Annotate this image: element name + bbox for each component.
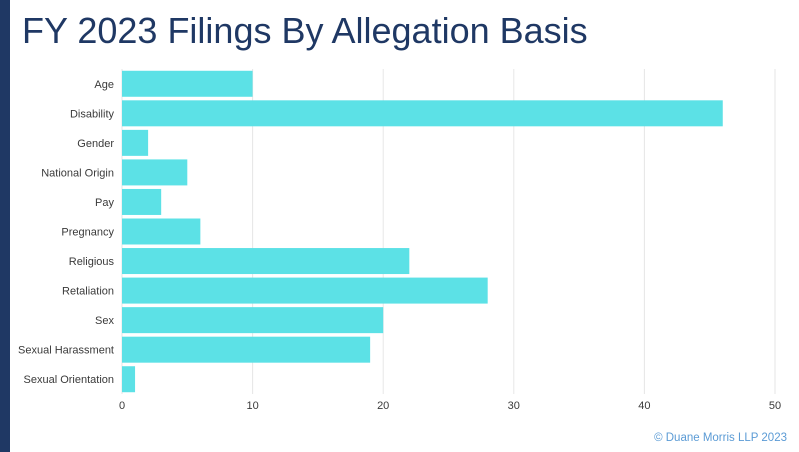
bar [122, 366, 136, 393]
category-label: Age [94, 79, 114, 91]
category-label: National Origin [41, 167, 114, 179]
accent-band [0, 0, 10, 452]
category-label: Retaliation [62, 286, 114, 298]
x-tick-labels: 0 10 20 30 40 50 [119, 400, 781, 412]
category-label: Sex [95, 315, 114, 327]
bar [122, 188, 162, 215]
bar [122, 336, 371, 363]
category-label: Gender [77, 138, 114, 150]
category-label: Sexual Orientation [24, 374, 115, 386]
bar [122, 277, 488, 304]
bar [122, 248, 410, 275]
category-label: Religious [69, 256, 115, 268]
category-label: Pay [95, 197, 114, 209]
category-labels: Age Disability Gender National Origin Pay Pre… [18, 79, 114, 386]
bar [122, 218, 201, 245]
copyright-footer: © Duane Morris LLP 2023 [654, 432, 787, 444]
category-label: Pregnancy [61, 227, 114, 239]
bar [122, 159, 188, 186]
x-tick-label: 10 [246, 400, 258, 412]
bar [122, 100, 723, 127]
x-tick-label: 20 [377, 400, 389, 412]
x-tick-label: 30 [508, 400, 520, 412]
bar [122, 70, 253, 97]
category-label: Sexual Harassment [18, 345, 114, 357]
category-label: Disability [70, 108, 115, 120]
bar [122, 307, 384, 334]
x-tick-label: 50 [769, 400, 781, 412]
bars [122, 70, 723, 393]
bar [122, 129, 149, 156]
x-tick-label: 40 [638, 400, 650, 412]
x-tick-label: 0 [119, 400, 125, 412]
chart-title: FY 2023 Filings By Allegation Basis [22, 10, 588, 51]
